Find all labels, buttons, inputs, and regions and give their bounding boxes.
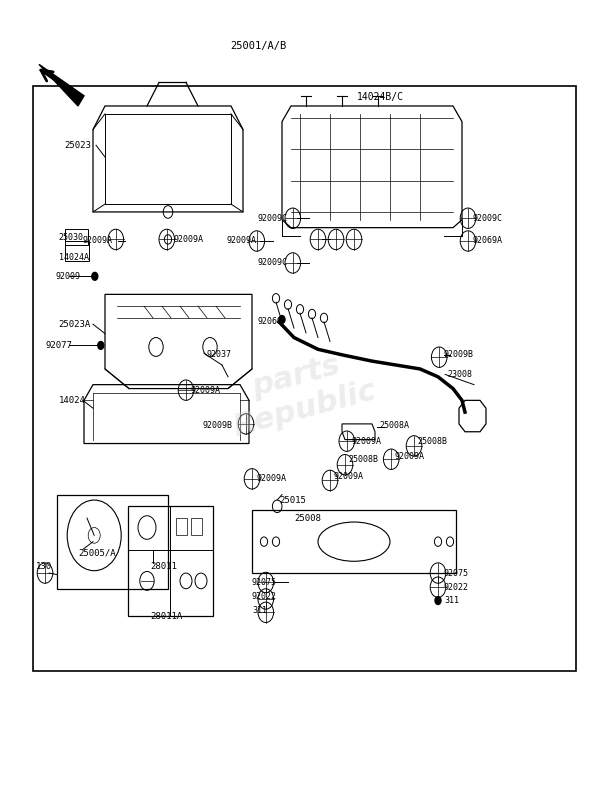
- Text: 92009A: 92009A: [333, 472, 363, 481]
- Text: 92009A: 92009A: [395, 452, 425, 462]
- Circle shape: [92, 272, 98, 280]
- Text: 25008B: 25008B: [348, 455, 378, 464]
- Text: 25008A: 25008A: [379, 421, 409, 430]
- Text: 92009A: 92009A: [352, 436, 382, 446]
- Text: 92009C: 92009C: [258, 258, 288, 268]
- Text: 92069: 92069: [258, 317, 283, 327]
- Text: 92009A: 92009A: [257, 474, 287, 484]
- Text: 14024A: 14024A: [59, 253, 89, 262]
- Polygon shape: [39, 64, 84, 106]
- Text: 25015: 25015: [279, 496, 306, 506]
- Text: 92009A: 92009A: [174, 235, 204, 244]
- Text: 92022: 92022: [252, 592, 277, 601]
- Text: 311: 311: [252, 606, 267, 615]
- Bar: [176, 518, 187, 535]
- Text: 92009C: 92009C: [473, 214, 503, 223]
- Text: 92075: 92075: [252, 578, 277, 587]
- Text: 92037: 92037: [207, 350, 232, 360]
- Text: 25008: 25008: [294, 513, 321, 523]
- Text: 14024: 14024: [59, 396, 86, 405]
- Bar: [191, 518, 202, 535]
- Text: 25030: 25030: [59, 233, 84, 243]
- Text: 25023: 25023: [65, 141, 92, 150]
- Text: 92009C: 92009C: [258, 214, 288, 223]
- Text: 92009A: 92009A: [227, 236, 257, 246]
- Bar: [65, 241, 89, 261]
- Text: 25023A: 25023A: [59, 319, 91, 329]
- Text: 28011: 28011: [150, 562, 177, 571]
- Text: 92022: 92022: [444, 582, 469, 592]
- Text: 311: 311: [444, 596, 459, 605]
- Circle shape: [435, 597, 441, 604]
- Text: 25001/A/B: 25001/A/B: [230, 41, 286, 50]
- Circle shape: [98, 341, 104, 349]
- Text: 92077: 92077: [45, 341, 72, 350]
- Text: 28011A: 28011A: [150, 612, 182, 621]
- Text: 25005/A: 25005/A: [78, 549, 116, 558]
- Text: 92009A: 92009A: [191, 385, 221, 395]
- Text: 92009: 92009: [55, 272, 80, 281]
- Text: 23008: 23008: [447, 370, 472, 379]
- Text: 92075: 92075: [444, 568, 469, 578]
- Text: 130: 130: [36, 562, 52, 571]
- Bar: [33, 86, 576, 671]
- Text: 25008B: 25008B: [417, 436, 447, 446]
- Circle shape: [279, 316, 285, 323]
- Bar: [65, 229, 88, 245]
- Text: 14024B/C: 14024B/C: [357, 93, 404, 102]
- Text: 92009B: 92009B: [444, 350, 474, 360]
- Text: 92009B: 92009B: [203, 421, 233, 430]
- Text: 92069A: 92069A: [473, 236, 503, 246]
- Text: parts
Republic: parts Republic: [221, 343, 379, 442]
- Text: 92009A: 92009A: [83, 236, 113, 246]
